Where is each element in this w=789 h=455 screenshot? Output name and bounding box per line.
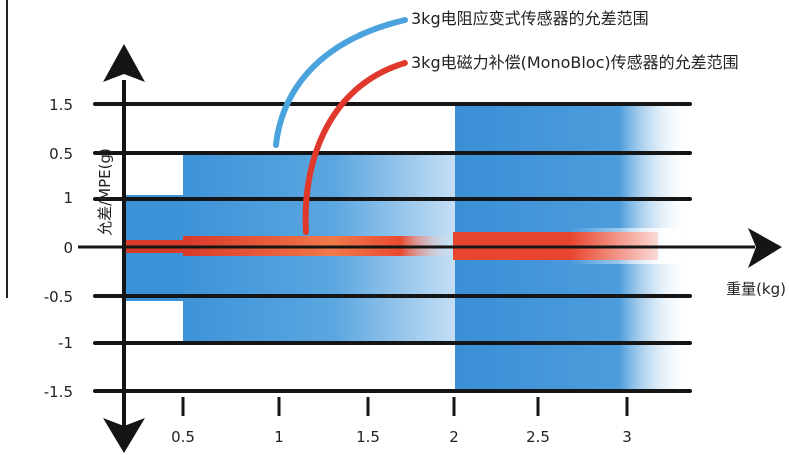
mfr-pointer-curve [302,60,408,235]
legend-strain-gauge-label: 3kg电阻应变式传感器的允差范围 [411,9,649,28]
y-tick-label: 1.5 [49,96,73,114]
y-tick-label: -1 [58,334,73,352]
legend-mfr-label: 3kg电磁力补偿(MonoBloc)传感器的允差范围 [411,53,739,72]
x-axis-title: 重量(kg) [726,280,786,298]
x-tick-label: 1 [274,428,284,446]
x-tick-labels: 0.5 1 1.5 2 2.5 3 [171,428,632,446]
x-tick-label: 2.5 [526,428,550,446]
y-axis-title: 允差/MPE(g) [96,148,114,236]
x-axis [78,228,782,268]
x-tick-label: 0.5 [171,428,195,446]
y-axis-arrowhead-down [103,418,145,453]
y-tick-label: 1 [63,189,73,207]
y-axis-arrowhead-up [103,44,145,82]
y-tick-label: 0.5 [49,145,73,163]
x-tick-label: 1.5 [356,428,380,446]
x-axis-arrowhead [748,228,782,268]
y-axis [103,44,145,453]
strain-gauge-pointer-curve [273,17,408,148]
y-tick-labels: 1.5 0.5 1 0 -0.5 -1 -1.5 [44,96,73,401]
y-tick-label: 0 [63,239,73,257]
x-tick-label: 2 [449,428,459,446]
y-tick-label: -0.5 [44,288,73,306]
y-tick-label: -1.5 [44,383,73,401]
x-tick-label: 3 [622,428,632,446]
gridlines [93,102,692,393]
x-tick-marks [181,397,629,416]
